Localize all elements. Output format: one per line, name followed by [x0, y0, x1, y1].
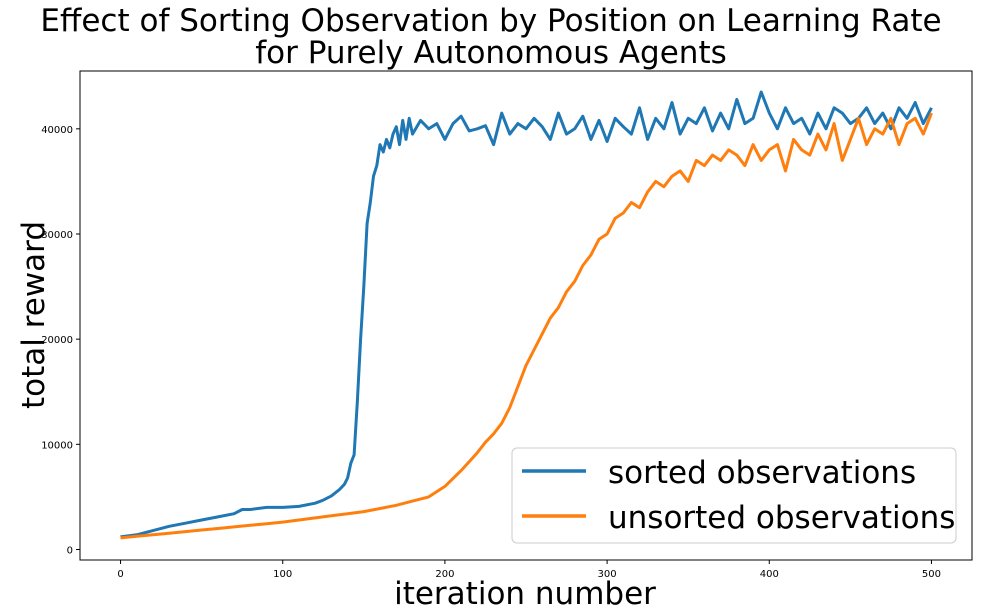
x-tick-label: 300 — [598, 569, 617, 580]
x-tick-label: 500 — [922, 569, 941, 580]
series-line-sorted — [120, 90, 933, 539]
y-tick-label: 20000 — [41, 335, 73, 346]
y-tick-label: 30000 — [41, 230, 73, 241]
y-tick-label: 40000 — [41, 125, 73, 136]
x-tick-label: 400 — [760, 569, 779, 580]
y-tick-label: 0 — [67, 545, 73, 556]
chart-title-line-1: Effect of Sorting Observation by Positio… — [40, 3, 942, 39]
y-tick-label: 10000 — [41, 440, 73, 451]
ticks-layer: 0 100 200 300 400 500 0 10000 20000 30000 40000 — [41, 125, 941, 580]
y-axis-label: total reward — [16, 221, 52, 409]
x-tick-label: 0 — [117, 569, 123, 580]
legend: sorted observations unsorted observation… — [511, 447, 957, 544]
x-tick-label: 200 — [435, 569, 454, 580]
legend-label-sorted: sorted observations — [608, 455, 916, 491]
legend-label-unsorted: unsorted observations — [608, 500, 955, 536]
chart-title-line-2: for Purely Autonomous Agents — [255, 35, 727, 71]
x-axis-label: iteration number — [394, 576, 656, 612]
axes-frame — [79, 70, 973, 561]
x-tick-label: 100 — [273, 569, 292, 580]
series-layer — [120, 90, 933, 540]
series-line-unsorted — [120, 112, 933, 540]
legend-box — [511, 447, 957, 544]
